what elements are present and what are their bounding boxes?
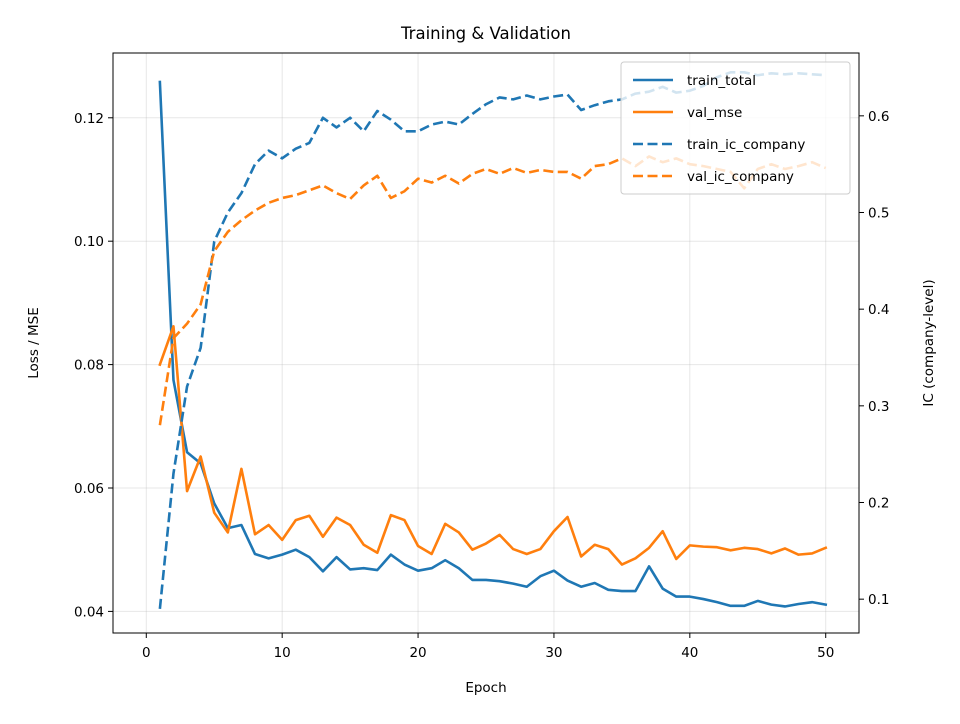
y-right-tick-label: 0.2 [868, 496, 889, 512]
y-right-tick-label: 0.3 [868, 399, 889, 415]
series-line-val-mse [158, 325, 828, 566]
x-tick-label: 10 [274, 645, 291, 661]
x-axis: 0 10 20 30 40 50 [142, 633, 834, 661]
x-tick-label: 40 [681, 645, 698, 661]
series-line-val-ic-company [158, 155, 827, 426]
y-right-tick-label: 0.6 [868, 109, 889, 125]
legend-label-val-mse: val_mse [687, 105, 742, 121]
plot-frame [112, 52, 860, 634]
legend-label-train-total: train_total [687, 73, 756, 89]
y-left-tick-label: 0.12 [74, 111, 104, 127]
y-right-tick-label: 0.4 [868, 302, 889, 318]
y-axis-right: 0.1 0.2 0.3 0.4 0.5 0.6 [859, 109, 889, 608]
x-tick-label: 0 [142, 645, 151, 661]
x-tick-label: 30 [545, 645, 562, 661]
legend-label-val-ic-company: val_ic_company [687, 169, 794, 185]
x-tick-label: 50 [817, 645, 834, 661]
x-axis-label: Epoch [465, 680, 506, 696]
y-left-tick-label: 0.06 [74, 481, 104, 497]
y-left-tick-label: 0.10 [74, 234, 104, 250]
x-tick-label: 20 [409, 645, 426, 661]
y-left-tick-label: 0.04 [74, 604, 104, 620]
y-axis-left: 0.04 0.06 0.08 0.10 0.12 [74, 111, 113, 620]
series-line-train-total [158, 80, 828, 608]
y-axis-right-label: IC (company-level) [921, 279, 937, 406]
legend-box [620, 61, 851, 195]
chart-title: Training & Validation [400, 24, 571, 43]
y-right-tick-label: 0.1 [868, 592, 889, 608]
legend: train_total val_mse train_ic_company val_ic… [620, 61, 851, 195]
y-right-tick-label: 0.5 [868, 206, 889, 222]
y-left-tick-label: 0.08 [74, 358, 104, 374]
legend-label-train-ic-company: train_ic_company [687, 137, 805, 153]
y-axis-left-label: Loss / MSE [26, 307, 42, 379]
